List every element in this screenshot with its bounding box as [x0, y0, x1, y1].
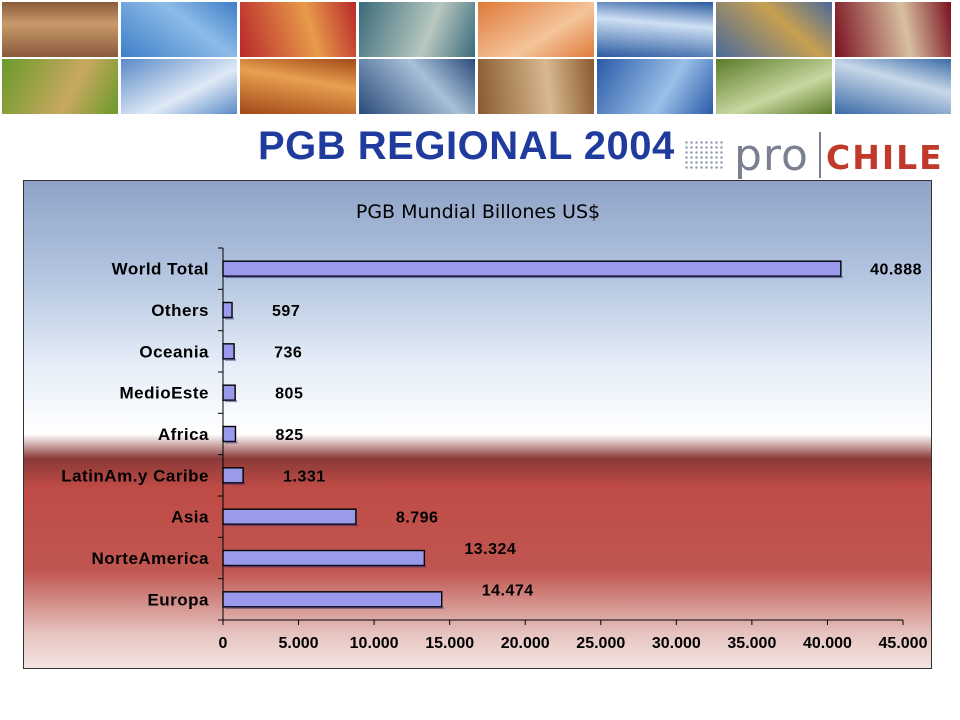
code-screen-photo [121, 59, 237, 114]
bar [222, 591, 443, 608]
bar [222, 508, 357, 525]
category-label: Oceania [139, 342, 209, 361]
value-label: 825 [275, 427, 303, 444]
photo-banner [0, 0, 960, 116]
category-label: Asia [171, 508, 209, 527]
bar-shadow [225, 358, 237, 361]
x-tick-label: 45.000 [879, 635, 928, 652]
bar-shadow [225, 565, 427, 568]
bar [222, 384, 236, 401]
bar-shadow [225, 482, 246, 485]
x-tick-label: 40.000 [803, 635, 852, 652]
value-label: 736 [274, 344, 302, 361]
copper-mine-photo [240, 59, 356, 114]
bar-shadow [225, 524, 358, 527]
mountain-peaks-photo [359, 59, 475, 114]
desert-mountain-photo [2, 2, 118, 57]
sky-bird-photo [121, 2, 237, 57]
value-label: 597 [272, 303, 300, 320]
chart-paper-photo [597, 2, 713, 57]
x-tick-label: 35.000 [727, 635, 776, 652]
bar [222, 343, 235, 360]
logo-separator [819, 132, 821, 178]
bar-shadow [225, 276, 843, 279]
bar-shadow [225, 606, 444, 609]
x-tick-label: 20.000 [501, 635, 550, 652]
prochile-logo-pro: pro [734, 130, 809, 181]
value-label: 14.474 [482, 582, 534, 599]
wine-glass-photo [835, 2, 951, 57]
x-tick-label: 10.000 [350, 635, 399, 652]
asparagus-photo [716, 59, 832, 114]
slide-title: PGB REGIONAL 2004 [258, 124, 675, 168]
chart-title: PGB Mundial Billones US$ [356, 201, 600, 223]
x-tick-label: 0 [219, 635, 228, 652]
category-label: Europa [147, 590, 209, 609]
bar [222, 260, 842, 277]
x-tick-label: 15.000 [425, 635, 474, 652]
grid-tech-photo [597, 59, 713, 114]
bar-chart: PGB Mundial Billones US$ 0 5.000 10.000 15.… [61, 201, 928, 652]
chart-frame: PGB Mundial Billones US$ 0 5.000 10.000 15.… [23, 180, 932, 669]
bar-shadow [225, 317, 235, 320]
category-label: Africa [158, 425, 209, 444]
bar-shadow [225, 441, 238, 444]
bar [222, 549, 426, 567]
x-tick-label: 25.000 [576, 635, 625, 652]
seafood-photo [478, 59, 594, 114]
logo-dots-decoration [684, 140, 724, 170]
salmon-photo [478, 2, 594, 57]
office-worker-photo [359, 2, 475, 57]
bar [222, 467, 244, 484]
value-label: 1.331 [283, 468, 326, 485]
category-label: MedioEste [119, 384, 209, 403]
value-label: 40.888 [870, 262, 922, 279]
prochile-logo-chile: CHILE [826, 138, 944, 177]
bar-shadow [225, 400, 238, 403]
apples-photo [240, 2, 356, 57]
city-skyline-photo [835, 59, 951, 114]
category-label: LatinAm.y Caribe [61, 466, 209, 485]
bar [222, 301, 233, 319]
category-label: NorteAmerica [92, 549, 210, 568]
category-label: World Total [112, 260, 209, 279]
bar [222, 425, 237, 443]
value-label: 805 [275, 386, 303, 403]
kiwi-photo [2, 59, 118, 114]
x-tick-label: 5.000 [279, 635, 319, 652]
volcano-photo [716, 2, 832, 57]
value-label: 13.324 [464, 541, 516, 558]
value-label: 8.796 [396, 510, 439, 527]
x-tick-label: 30.000 [652, 635, 701, 652]
category-label: Others [151, 301, 209, 320]
